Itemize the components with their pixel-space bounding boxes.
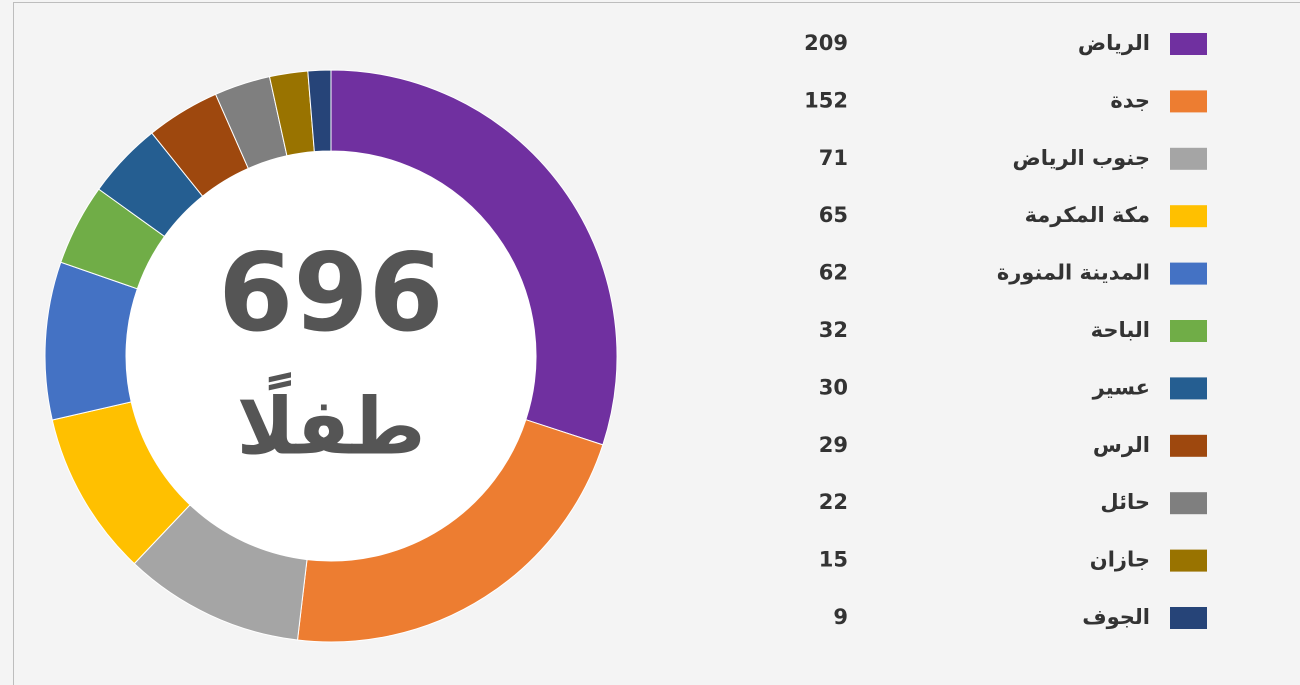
legend-label: مكة المكرمة [1025,203,1150,227]
legend-label: جنوب الرياض [1013,146,1150,170]
legend-swatch [1170,434,1207,457]
legend-label: حائل [1100,490,1150,514]
legend-swatch [1170,549,1207,572]
donut-slice [44,261,138,421]
legend-label: الرس [1093,433,1150,457]
legend-swatch [1170,320,1207,342]
legend-swatch [1170,205,1207,228]
legend-value: 65 [819,203,848,227]
legend-swatch [1170,147,1207,170]
legend-value: 71 [819,146,848,170]
legend-value: 9 [833,605,848,629]
legend-label: الباحة [1091,318,1150,342]
legend-value: 62 [819,261,848,285]
legend-label: عسير [1092,375,1150,399]
legend-swatch [1170,90,1207,113]
legend-value: 29 [819,433,848,457]
legend-swatch [1170,262,1207,285]
legend-label: الرياض [1078,31,1150,55]
legend-value: 22 [819,490,848,514]
legend-value: 209 [804,31,848,55]
center-value: 696 [218,231,443,356]
center-label: طفلًا [237,371,426,472]
legend-label: الجوف [1082,605,1150,629]
legend-swatch [1170,492,1207,515]
legend-swatch [1170,607,1207,629]
donut-hole [126,151,536,561]
legend-label: المدينة المنورة [997,261,1150,285]
legend-value: 15 [819,548,848,572]
legend-label: جدة [1110,88,1150,112]
legend-value: 32 [819,318,848,342]
legend-label: جازان [1090,548,1150,572]
legend-swatch [1170,33,1207,55]
legend-swatch [1170,377,1207,400]
legend-value: 30 [819,375,848,399]
legend-value: 152 [804,88,848,112]
